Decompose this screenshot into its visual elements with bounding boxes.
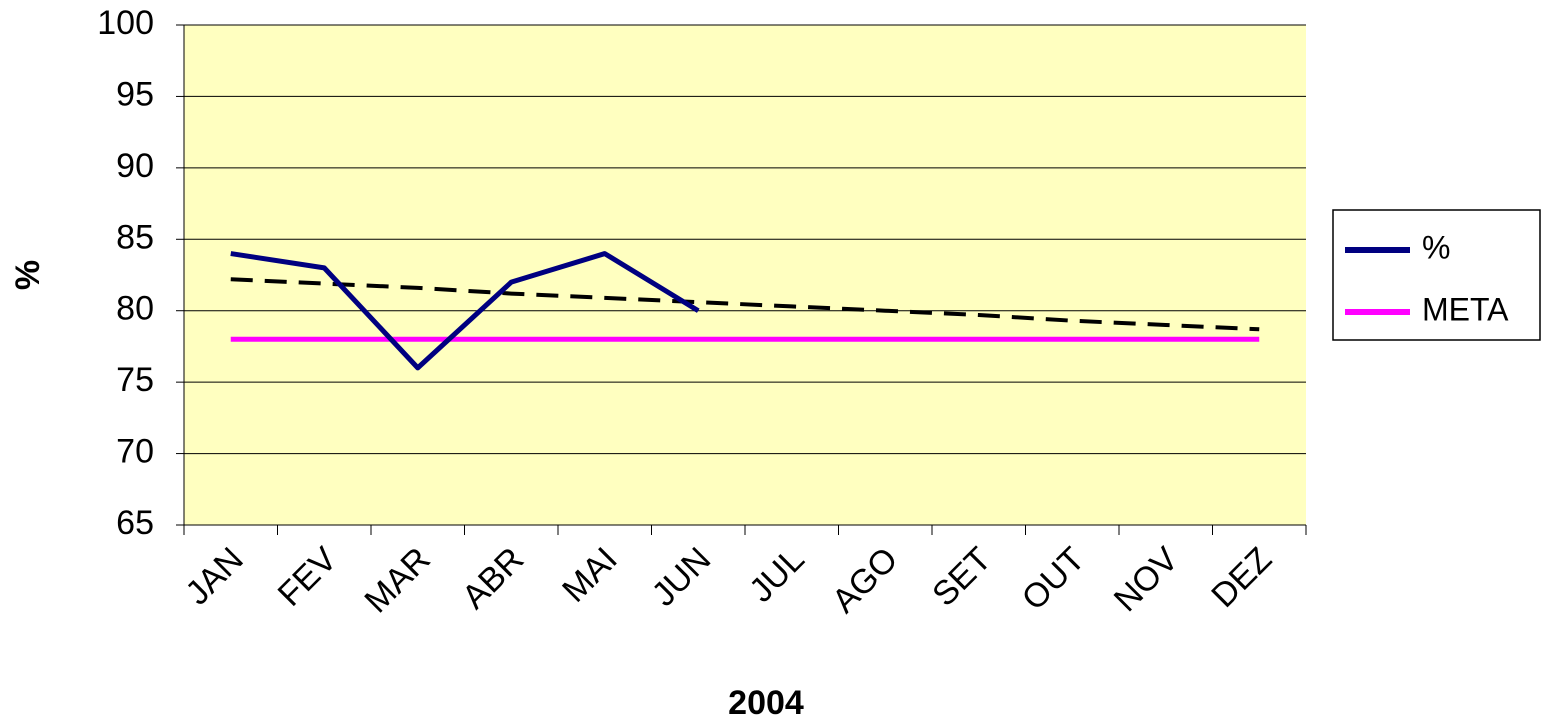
y-tick-label: 85 xyxy=(116,218,154,256)
x-tick-label: OUT xyxy=(1015,540,1093,618)
x-tick-label: AGO xyxy=(825,540,905,620)
legend-label: META xyxy=(1422,291,1509,327)
x-tick-label: SET xyxy=(925,540,999,614)
y-tick-label: 90 xyxy=(116,147,154,185)
x-tick-label: NOV xyxy=(1107,540,1186,619)
x-tick-label: FEV xyxy=(271,540,345,614)
legend-label: % xyxy=(1422,229,1450,265)
legend-box xyxy=(1332,209,1541,341)
y-tick-label: 65 xyxy=(116,504,154,542)
y-tick-label: 100 xyxy=(97,4,154,42)
x-tick-label: DEZ xyxy=(1204,540,1279,615)
plot-area xyxy=(184,25,1306,525)
x-tick-label: MAR xyxy=(357,540,437,620)
x-tick-label: JUL xyxy=(742,540,812,610)
y-axis-title: % xyxy=(9,260,47,290)
x-tick-label: JAN xyxy=(178,540,250,612)
x-tick-label: MAI xyxy=(555,540,625,610)
x-axis-title: 2004 xyxy=(728,684,804,722)
y-tick-label: 75 xyxy=(116,361,154,399)
series-line xyxy=(230,251,700,371)
x-tick-label: ABR xyxy=(455,540,531,616)
x-tick-label: JUN xyxy=(645,540,719,614)
y-tick-label: 95 xyxy=(116,75,154,113)
y-tick-label: 80 xyxy=(116,290,154,328)
trendline xyxy=(230,277,1260,332)
y-tick-label: 70 xyxy=(116,433,154,471)
